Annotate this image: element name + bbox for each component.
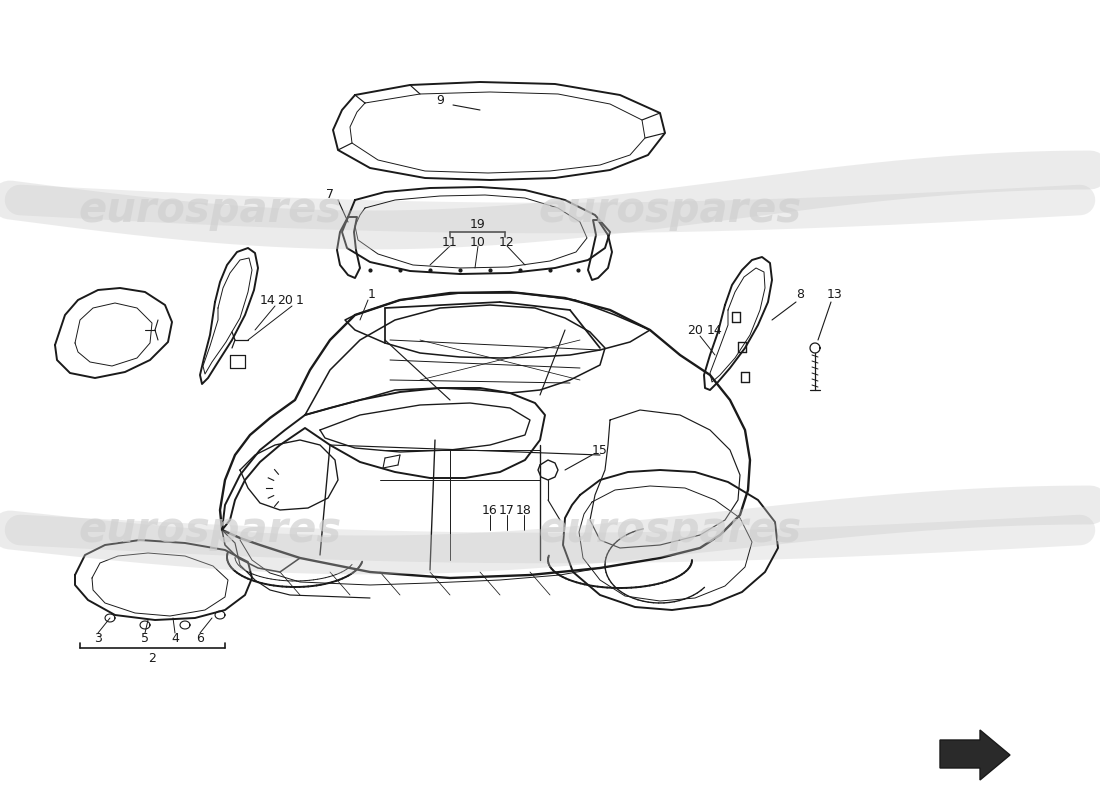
Polygon shape [940, 730, 1010, 780]
Text: 7: 7 [326, 189, 334, 202]
Text: eurospares: eurospares [78, 509, 342, 551]
Text: 16: 16 [482, 503, 498, 517]
Text: eurospares: eurospares [538, 189, 802, 231]
Text: 8: 8 [796, 289, 804, 302]
Text: 14: 14 [260, 294, 276, 306]
Text: 12: 12 [499, 235, 515, 249]
Text: 9: 9 [436, 94, 444, 106]
Text: 20: 20 [688, 323, 703, 337]
Text: eurospares: eurospares [78, 189, 342, 231]
Text: 14: 14 [707, 323, 723, 337]
Text: 4: 4 [172, 631, 179, 645]
Text: 11: 11 [442, 235, 458, 249]
Text: 19: 19 [470, 218, 486, 231]
Text: 17: 17 [499, 503, 515, 517]
Text: 3: 3 [95, 631, 102, 645]
Text: 2: 2 [148, 651, 156, 665]
Text: 20: 20 [277, 294, 293, 306]
Text: 5: 5 [141, 631, 149, 645]
Text: eurospares: eurospares [538, 509, 802, 551]
Text: 1: 1 [296, 294, 304, 306]
Text: 18: 18 [516, 503, 532, 517]
Text: 13: 13 [827, 289, 843, 302]
Text: 15: 15 [592, 443, 608, 457]
Text: 10: 10 [470, 235, 486, 249]
Text: 6: 6 [196, 631, 204, 645]
Text: 1: 1 [368, 289, 376, 302]
